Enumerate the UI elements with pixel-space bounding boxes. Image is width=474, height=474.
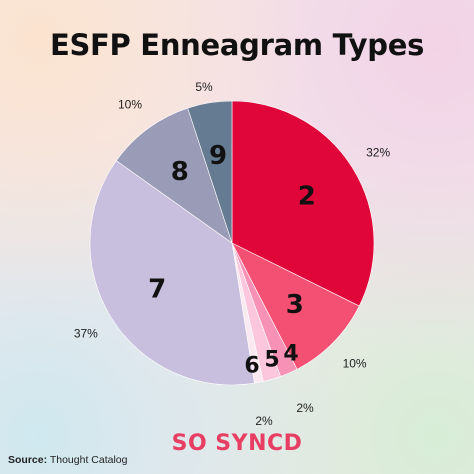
pct-label-9: 5% <box>195 80 213 94</box>
slice-type-8 <box>115 107 233 244</box>
chart-title: ESFP Enneagram Types <box>49 28 425 62</box>
type-label-4: 4 <box>283 342 298 367</box>
type-label-7: 7 <box>148 274 166 304</box>
type-label-8: 8 <box>171 157 189 187</box>
pct-label-3: 10% <box>343 357 367 371</box>
slice-type-3 <box>231 242 360 370</box>
pct-label-2: 32% <box>366 145 390 159</box>
pct-label-8: 10% <box>118 97 142 111</box>
source-text: Thought Catalog <box>49 454 128 466</box>
source-label: Source: <box>8 454 48 466</box>
pct-label-5: 2% <box>255 414 273 428</box>
slice-type-2 <box>231 100 375 307</box>
type-label-6: 6 <box>244 354 259 379</box>
type-label-9: 9 <box>209 141 227 171</box>
pct-label-7: 37% <box>74 327 98 341</box>
brand-logo: SO SYNCD <box>171 431 303 456</box>
type-label-2: 2 <box>298 182 316 212</box>
slice-type-9 <box>187 100 233 244</box>
type-label-5: 5 <box>264 348 279 373</box>
source-credit: Source: Thought Catalog <box>8 454 127 466</box>
pct-label-4: 2% <box>296 401 314 415</box>
type-label-3: 3 <box>286 290 304 320</box>
slice-type-7 <box>89 160 255 386</box>
